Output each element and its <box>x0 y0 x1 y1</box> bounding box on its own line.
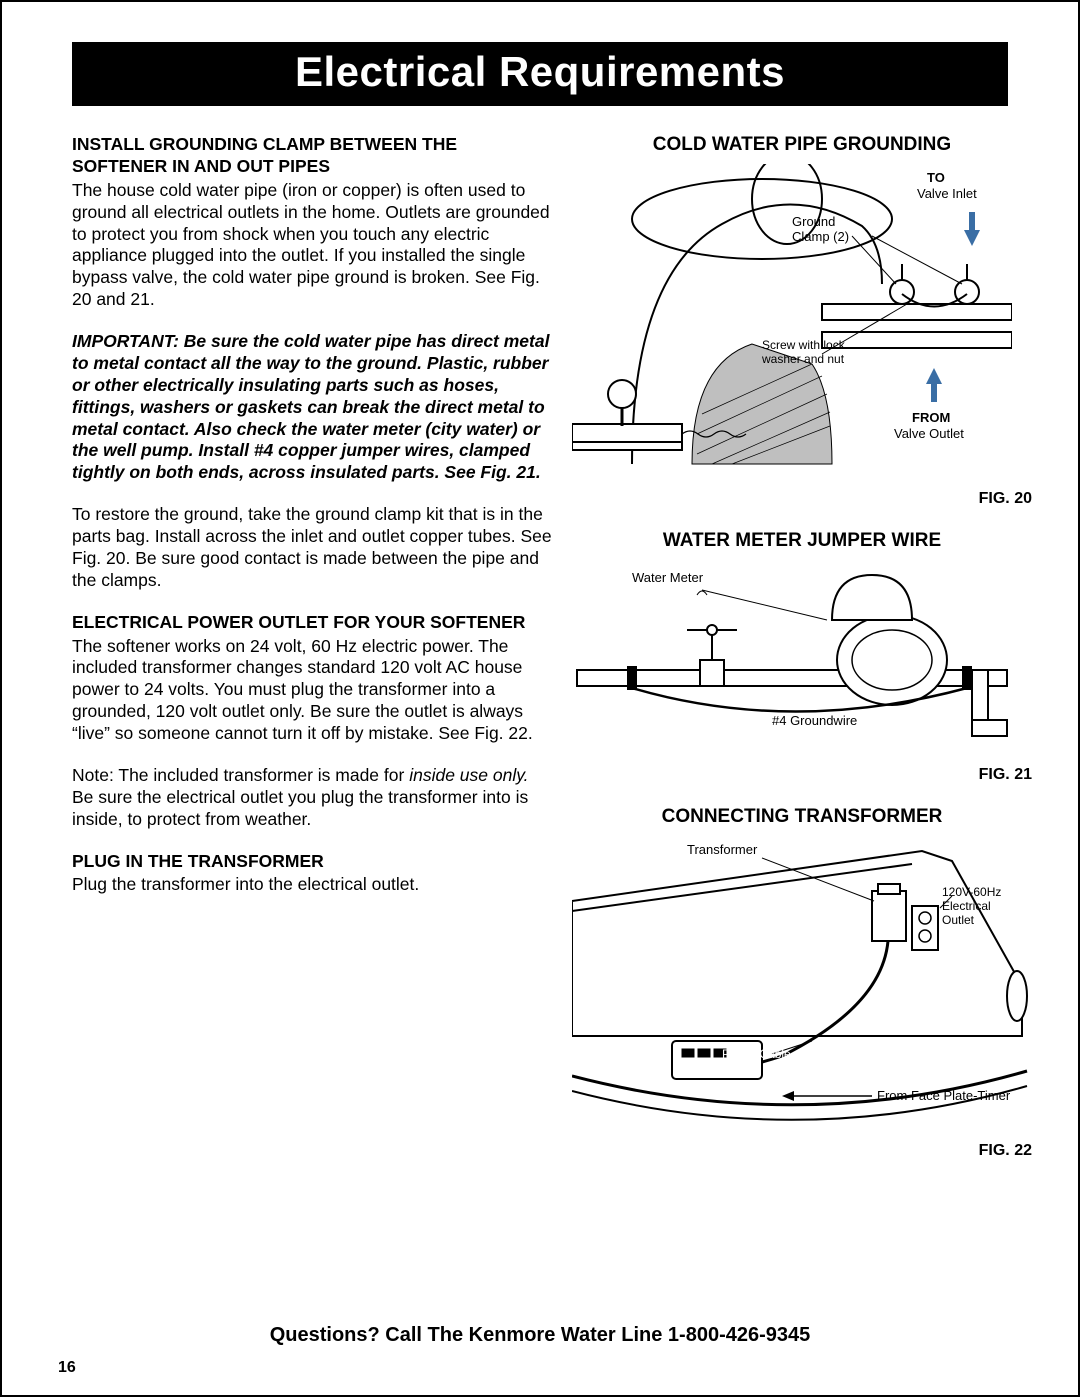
label-screw-2: washer and nut <box>761 352 845 366</box>
fig22-svg: Transformer 120V-60Hz Electrical Outlet … <box>572 836 1032 1126</box>
heading-plug-transformer: PLUG IN THE TRANSFORMER <box>72 851 552 873</box>
right-column: COLD WATER PIPE GROUNDING <box>572 134 1032 1182</box>
caption-fig21: FIG. 21 <box>572 766 1032 784</box>
fig20-svg: TO Valve Inlet Ground Clamp (2) Screw wi… <box>572 164 1012 474</box>
heading-power-outlet: ELECTRICAL POWER OUTLET FOR YOUR SOFTENE… <box>72 612 552 634</box>
figure-22: Transformer 120V-60Hz Electrical Outlet … <box>572 836 1032 1130</box>
label-ground-clamp-2: Clamp (2) <box>792 229 849 244</box>
label-transformer: Transformer <box>687 842 758 857</box>
content-columns: INSTALL GROUNDING CLAMP BETWEEN THE SOFT… <box>52 134 1028 1182</box>
note-prefix: Note: The included transformer is made f… <box>72 765 409 785</box>
para-transformer-note: Note: The included transformer is made f… <box>72 765 552 831</box>
label-screw-1: Screw with lock <box>762 338 846 352</box>
down-arrow-icon <box>964 212 980 246</box>
note-suffix: Be sure the electrical outlet you plug t… <box>72 787 528 829</box>
para-ground-intro: The house cold water pipe (iron or coppe… <box>72 180 552 311</box>
label-from: FROM <box>912 410 950 425</box>
label-outlet-3: Outlet <box>942 913 975 927</box>
up-arrow-icon <box>926 368 942 402</box>
fig21-svg: Water Meter #4 Groundwire <box>572 560 1012 750</box>
figure-20: TO Valve Inlet Ground Clamp (2) Screw wi… <box>572 164 1032 478</box>
label-valve-inlet: Valve Inlet <box>917 186 977 201</box>
para-power-outlet: The softener works on 24 volt, 60 Hz ele… <box>72 636 552 745</box>
caption-fig20: FIG. 20 <box>572 490 1032 508</box>
heading-water-meter-jumper: WATER METER JUMPER WIRE <box>572 530 1032 552</box>
para-plug-transformer: Plug the transformer into the electrical… <box>72 874 552 896</box>
left-column: INSTALL GROUNDING CLAMP BETWEEN THE SOFT… <box>72 134 552 1182</box>
label-outlet-2: Electrical <box>942 899 991 913</box>
footer-help-line: Questions? Call The Kenmore Water Line 1… <box>2 1324 1078 1347</box>
label-power-cable: Power Cable <box>722 1047 791 1061</box>
label-groundwire: #4 Groundwire <box>772 713 857 728</box>
heading-cold-water-grounding: COLD WATER PIPE GROUNDING <box>572 134 1032 156</box>
label-outlet-1: 120V-60Hz <box>942 885 1001 899</box>
caption-fig22: FIG. 22 <box>572 1142 1032 1160</box>
page-number: 16 <box>58 1359 76 1377</box>
label-to: TO <box>927 170 945 185</box>
page: Electrical Requirements INSTALL GROUNDIN… <box>0 0 1080 1397</box>
heading-connecting-transformer: CONNECTING TRANSFORMER <box>572 806 1032 828</box>
figure-21: Water Meter #4 Groundwire <box>572 560 1032 754</box>
label-water-meter: Water Meter <box>632 570 704 585</box>
label-ground-clamp-1: Ground <box>792 214 835 229</box>
note-italic: inside use only. <box>409 765 528 785</box>
page-title-banner: Electrical Requirements <box>72 42 1008 106</box>
para-restore-ground: To restore the ground, take the ground c… <box>72 504 552 592</box>
label-valve-outlet: Valve Outlet <box>894 426 964 441</box>
label-face-plate: From Face Plate-Timer <box>877 1088 1011 1103</box>
para-important: IMPORTANT: Be sure the cold water pipe h… <box>72 331 552 484</box>
heading-install-ground-clamp: INSTALL GROUNDING CLAMP BETWEEN THE SOFT… <box>72 134 552 178</box>
